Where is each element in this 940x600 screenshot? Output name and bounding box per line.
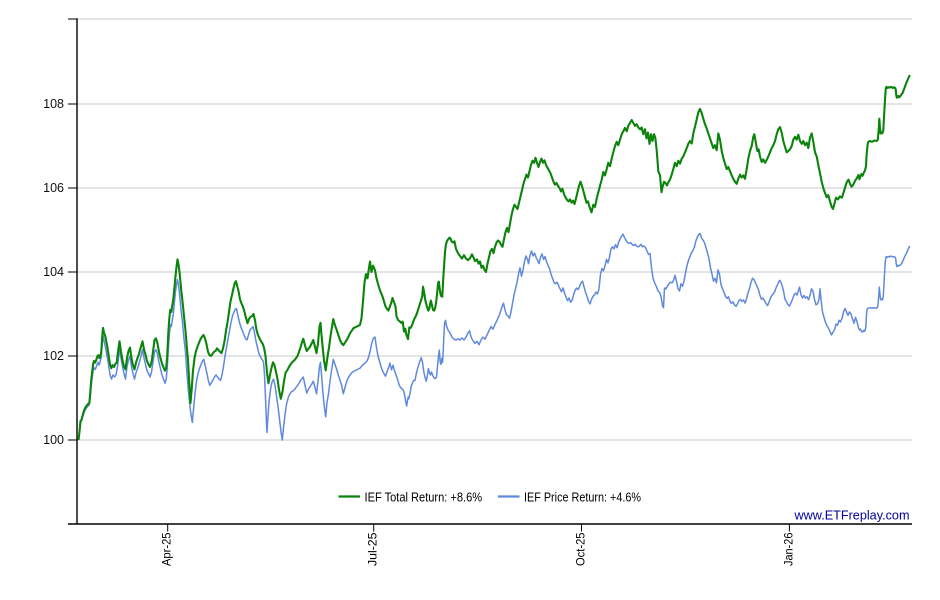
svg-text:102: 102 xyxy=(43,349,64,363)
svg-text:Oct-25: Oct-25 xyxy=(574,532,588,566)
svg-text:104: 104 xyxy=(43,265,64,279)
svg-text:IEF Total Return: +8.6%: IEF Total Return: +8.6% xyxy=(365,490,483,505)
svg-text:106: 106 xyxy=(43,181,64,195)
svg-text:Jan-26: Jan-26 xyxy=(781,532,795,566)
svg-text:Jul-25: Jul-25 xyxy=(366,532,380,566)
svg-text:108: 108 xyxy=(43,97,64,111)
svg-text:Apr-25: Apr-25 xyxy=(160,532,174,566)
svg-text:IEF Price Return: +4.6%: IEF Price Return: +4.6% xyxy=(524,490,641,505)
svg-text:100: 100 xyxy=(43,433,64,447)
svg-text:www.ETFreplay.com: www.ETFreplay.com xyxy=(794,508,910,523)
